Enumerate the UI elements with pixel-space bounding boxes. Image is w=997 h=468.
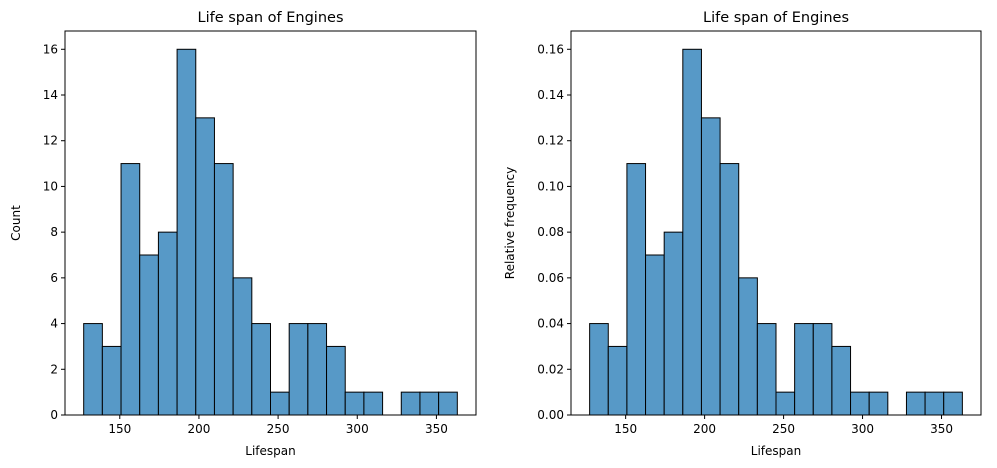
histogram-bar <box>812 323 833 416</box>
y-axis-ticks: 0 2 4 6 8 10 12 14 16 <box>43 42 65 422</box>
y-axis-ticks: 0.00 0.02 0.04 0.06 0.08 0.10 0.12 0.14 0.16 <box>537 42 571 422</box>
histogram-count: Life span of Engines 150 200 250 300 350 0 2 4… <box>9 10 477 458</box>
y-axis-label: Relative frequency <box>503 167 517 279</box>
histogram-bar <box>700 117 721 416</box>
y-axis-label: Count <box>9 205 23 241</box>
plot-frame <box>570 30 982 416</box>
y-tick-label: 14 <box>43 88 58 102</box>
y-tick-label: 0.00 <box>537 408 564 422</box>
x-tick-label: 250 <box>267 422 290 436</box>
x-tick-label: 350 <box>425 422 448 436</box>
histogram-bar <box>868 391 889 416</box>
y-tick-label: 0.14 <box>537 88 564 102</box>
y-tick-label: 16 <box>43 42 58 56</box>
x-tick-label: 150 <box>108 422 131 436</box>
y-tick-label: 0.02 <box>537 362 564 376</box>
histogram-bar <box>195 117 215 416</box>
plot-frame <box>64 30 477 416</box>
histogram-bar <box>270 391 290 416</box>
histogram-bar <box>326 345 346 416</box>
y-tick-label: 0.04 <box>537 317 564 331</box>
chart-title: Life span of Engines <box>703 10 849 26</box>
histogram-bar <box>139 254 159 416</box>
y-tick-label: 2 <box>50 362 58 376</box>
histogram-bar <box>157 231 178 416</box>
y-tick-label: 0.16 <box>537 42 564 56</box>
histogram-bar <box>756 323 777 416</box>
x-axis-label: Lifespan <box>245 444 295 458</box>
y-tick-label: 0.06 <box>537 271 564 285</box>
histogram-bar <box>83 323 103 416</box>
x-tick-label: 300 <box>851 422 874 436</box>
y-tick-label: 6 <box>50 271 58 285</box>
y-tick-label: 0 <box>50 408 58 422</box>
histogram-bar <box>438 391 458 416</box>
histogram-bar <box>400 391 421 416</box>
bars <box>83 48 458 416</box>
histogram-bar <box>176 48 197 416</box>
histogram-bar <box>663 231 684 416</box>
histogram-bar <box>626 163 647 416</box>
y-tick-label: 0.08 <box>537 225 564 239</box>
y-tick-label: 4 <box>50 317 58 331</box>
histogram-bar <box>307 323 328 416</box>
x-axis-label: Lifespan <box>751 444 801 458</box>
x-axis-ticks: 150 200 250 300 350 <box>108 415 448 436</box>
x-tick-label: 200 <box>187 422 210 436</box>
y-tick-label: 0.10 <box>537 179 564 193</box>
histogram-relative-frequency: Life span of Engines 150 200 250 300 350 0.0… <box>503 10 982 458</box>
x-axis-ticks: 150 200 250 300 350 <box>614 415 953 436</box>
histogram-bar <box>607 345 628 416</box>
histogram-bar <box>419 391 440 416</box>
histogram-bar <box>924 391 945 416</box>
histogram-bar <box>719 163 740 416</box>
histogram-bar <box>775 391 796 416</box>
histogram-bar <box>363 391 384 416</box>
histogram-bar <box>943 391 963 416</box>
histogram-bar <box>794 323 814 416</box>
histogram-bar <box>251 323 271 416</box>
histogram-bar <box>101 345 122 416</box>
bars <box>589 48 963 416</box>
histogram-bar <box>645 254 665 416</box>
histogram-bar <box>850 391 870 416</box>
histogram-bar <box>905 391 926 416</box>
y-tick-label: 0.12 <box>537 134 564 148</box>
y-tick-label: 12 <box>43 134 58 148</box>
x-tick-label: 300 <box>346 422 369 436</box>
histogram-bar <box>738 277 758 416</box>
chart-title: Life span of Engines <box>197 10 343 26</box>
histogram-bar <box>589 323 609 416</box>
x-tick-label: 150 <box>614 422 637 436</box>
histogram-bar <box>120 163 141 416</box>
histogram-bar <box>682 48 702 416</box>
histogram-bar <box>288 323 309 416</box>
histogram-bar <box>831 345 852 416</box>
x-tick-label: 200 <box>693 422 716 436</box>
x-tick-label: 350 <box>930 422 953 436</box>
histogram-bar <box>232 277 253 416</box>
histogram-bar <box>344 391 365 416</box>
histogram-bar <box>213 163 234 416</box>
y-tick-label: 8 <box>50 225 58 239</box>
y-tick-label: 10 <box>43 179 58 193</box>
x-tick-label: 250 <box>772 422 795 436</box>
